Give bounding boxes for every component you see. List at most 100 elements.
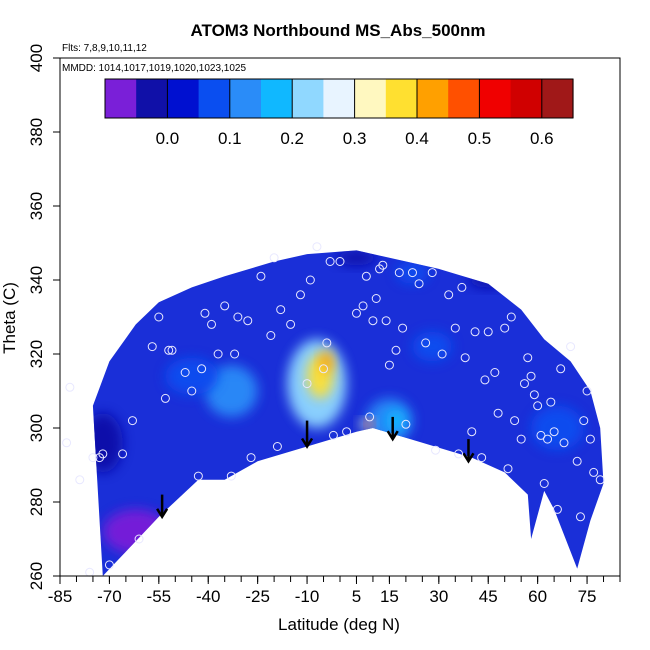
observation-point	[546, 397, 556, 407]
observation-point	[500, 323, 510, 333]
observation-point	[483, 327, 493, 337]
arrow-markers	[156, 416, 475, 520]
observation-point	[490, 368, 500, 377]
colorbar-segment	[479, 79, 512, 118]
x-axis-label: Latitude (deg N)	[278, 615, 400, 634]
observation-point	[342, 427, 352, 437]
y-tick-label: 400	[27, 44, 46, 72]
colorbar-segment	[198, 79, 231, 118]
observation-point	[533, 401, 543, 411]
colorbar-segment	[229, 79, 262, 118]
y-tick-label: 300	[27, 414, 46, 442]
observation-point	[286, 319, 296, 329]
observation-point	[543, 434, 553, 444]
field-feature	[531, 405, 584, 451]
y-axis: 260 280 300 320 340 360 380 400	[27, 44, 60, 590]
field-feature	[336, 250, 377, 266]
field-feature	[386, 409, 406, 432]
colorbar-segment	[323, 79, 356, 118]
observation-point	[187, 386, 197, 396]
field-feature	[102, 509, 169, 554]
x-tick-label: 30	[429, 587, 448, 606]
observation-point	[213, 349, 223, 359]
x-tick-label: 75	[578, 587, 597, 606]
observation-point	[319, 364, 329, 374]
observation-point	[523, 353, 533, 363]
colorbar-segment	[261, 79, 293, 118]
observation-point	[193, 471, 203, 481]
observation-point	[243, 316, 253, 326]
colorbar-tick-label: 0.4	[405, 129, 429, 148]
observation-point	[437, 349, 447, 359]
colorbar-tick-label: 0.6	[530, 129, 554, 148]
colorbar-tick-label: 0.0	[156, 129, 180, 148]
observation-point	[295, 290, 305, 300]
observation-point	[460, 353, 470, 363]
observation-point	[207, 319, 217, 329]
observation-point	[480, 375, 490, 385]
observation-point	[394, 268, 404, 278]
observation-point	[361, 271, 371, 281]
observation-point	[572, 456, 582, 466]
observation-point	[585, 434, 595, 444]
arrow-head	[300, 437, 314, 449]
x-tick-label: -10	[295, 587, 320, 606]
observation-point	[220, 301, 230, 311]
colorbar-ticks: 0.0 0.1 0.2 0.3 0.4 0.5 0.6	[156, 79, 554, 148]
observation-point	[335, 257, 345, 266]
observation-point	[272, 442, 282, 451]
observation-point	[506, 312, 516, 322]
observation-point	[164, 345, 174, 355]
x-axis: -85 -70 -55 -40 -25 -10 5 15 30 45 60 75	[48, 576, 621, 606]
chart-title: ATOM3 Northbound MS_Abs_500nm	[190, 21, 485, 40]
observation-point	[312, 242, 322, 252]
observation-point	[365, 412, 375, 422]
observation-point	[322, 338, 332, 348]
observation-point	[147, 342, 157, 352]
observation-point	[529, 390, 539, 400]
observation-point	[559, 438, 569, 448]
colorbar-frame	[104, 78, 574, 119]
observation-point	[351, 308, 361, 318]
y-axis-label: Theta (C)	[0, 282, 19, 354]
field-feature	[92, 413, 123, 473]
observation-point	[226, 471, 236, 481]
colorbar-segment	[136, 79, 168, 118]
x-tick-label: -70	[97, 587, 122, 606]
observation-point	[421, 338, 431, 348]
y-tick-label: 380	[27, 118, 46, 146]
observation-points	[62, 242, 605, 577]
observation-point	[510, 416, 520, 426]
observation-point	[536, 430, 546, 440]
observation-point	[197, 364, 207, 374]
dates-annotation: MMDD: 1014,1017,1019,1020,1023,1025	[62, 63, 246, 74]
observation-point	[444, 290, 454, 300]
observation-point	[579, 416, 589, 426]
observation-point	[127, 416, 137, 426]
observation-point	[134, 534, 144, 544]
field-feature	[204, 365, 258, 417]
observation-point	[384, 360, 394, 370]
y-tick-label: 280	[27, 488, 46, 516]
y-tick-label: 260	[27, 562, 46, 590]
colorbar	[104, 78, 574, 119]
observation-point	[566, 342, 576, 352]
observation-point	[230, 349, 240, 359]
observation-point	[358, 301, 368, 311]
field-area	[92, 250, 604, 576]
observation-point	[556, 364, 566, 374]
colorbar-segment	[417, 79, 449, 118]
field-feature	[468, 272, 508, 288]
observation-point	[246, 453, 256, 463]
arrow-head	[386, 430, 399, 442]
observation-point	[575, 512, 585, 522]
observation-point	[454, 449, 464, 459]
observation-point	[457, 282, 467, 292]
flights-annotation: Flts: 7,8,9,10,11,12	[62, 43, 147, 54]
observation-point	[302, 379, 312, 389]
observation-point	[539, 479, 549, 488]
colorbar-segment	[510, 79, 543, 118]
observation-point	[85, 567, 95, 577]
field-feature	[412, 331, 452, 362]
